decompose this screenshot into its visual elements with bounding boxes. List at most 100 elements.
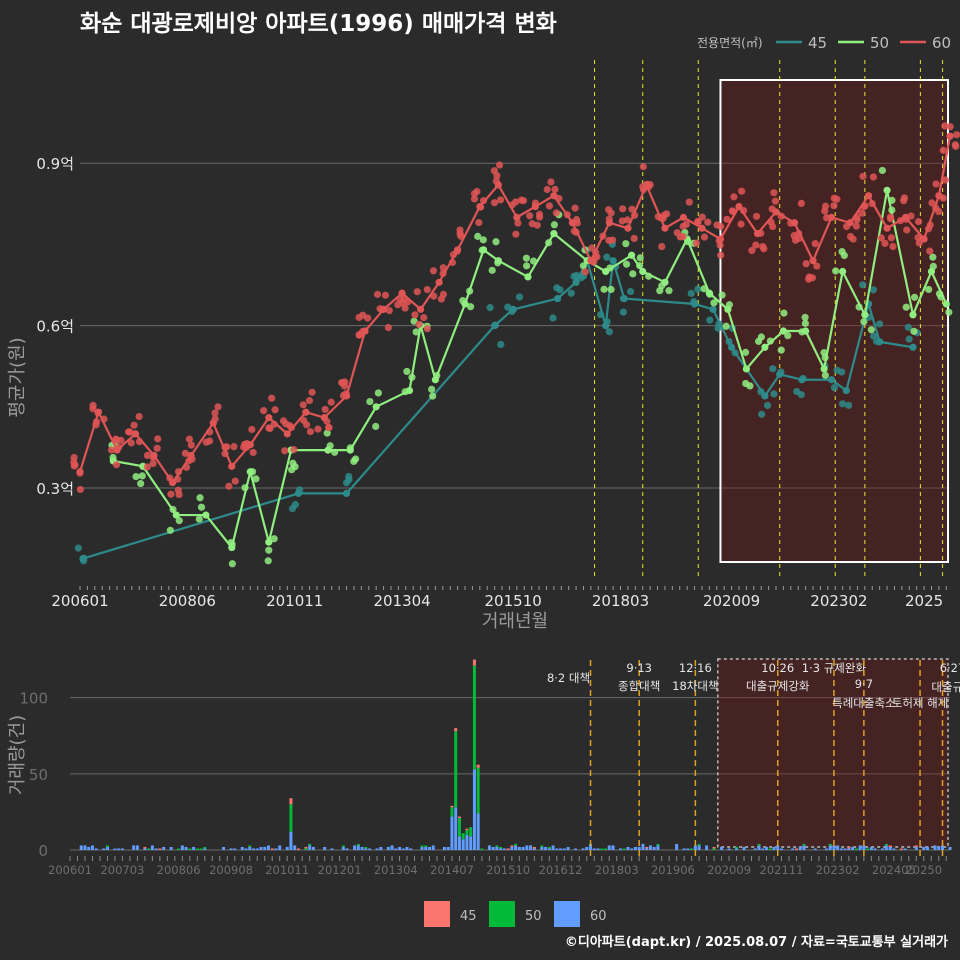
series-45-scatter-point bbox=[758, 410, 766, 418]
volume-bar-60 bbox=[401, 848, 405, 850]
bar-highlight-region bbox=[717, 658, 949, 848]
series-50-scatter-point bbox=[228, 560, 236, 568]
series-60-scatter-point bbox=[299, 401, 307, 409]
volume-bar-60 bbox=[457, 836, 461, 850]
volume-bar-45 bbox=[465, 828, 469, 831]
volume-bar-60 bbox=[761, 848, 765, 850]
series-60-scatter-point bbox=[770, 189, 778, 197]
series-50-point bbox=[372, 403, 380, 411]
series-50-scatter-point bbox=[878, 166, 887, 175]
series-50-scatter-point bbox=[289, 459, 297, 467]
volume-bar-60 bbox=[476, 813, 480, 850]
series-50-point bbox=[927, 267, 936, 276]
series-45-scatter-point bbox=[515, 293, 524, 301]
volume-bar-50 bbox=[622, 848, 626, 850]
volume-bar-60 bbox=[720, 846, 724, 850]
series-60-scatter-point bbox=[325, 423, 333, 432]
series-60-scatter-point bbox=[517, 196, 526, 204]
volume-bar-60 bbox=[398, 846, 402, 850]
series-60-scatter-point bbox=[694, 217, 702, 226]
series-60-scatter-point bbox=[886, 213, 895, 221]
series-60-point bbox=[228, 462, 236, 470]
series-45-scatter-point bbox=[904, 323, 912, 331]
series-60-point bbox=[302, 408, 310, 416]
series-60-scatter-point bbox=[174, 486, 182, 494]
series-60-scatter-point bbox=[143, 451, 152, 459]
series-50-scatter-point bbox=[742, 379, 750, 388]
series-50-scatter-point bbox=[840, 251, 848, 260]
series-60-scatter-point bbox=[797, 199, 805, 208]
series-60-scatter-point bbox=[730, 193, 738, 201]
volume-bar-60 bbox=[499, 848, 503, 850]
volume-bar-60 bbox=[948, 846, 952, 850]
series-50-scatter-point bbox=[429, 392, 437, 400]
series-60-scatter-point bbox=[364, 314, 372, 322]
series-45-scatter-point bbox=[838, 368, 846, 376]
series-50-point bbox=[942, 300, 950, 308]
policy-label-date: 6·27 bbox=[940, 661, 960, 675]
series-60-point bbox=[435, 278, 443, 286]
volume-bar-60 bbox=[386, 846, 390, 850]
series-50-scatter-point bbox=[366, 397, 374, 406]
bar-y-tick-label: 50 bbox=[29, 766, 48, 784]
series-60-scatter-point bbox=[282, 420, 290, 428]
series-60-scatter-point bbox=[717, 251, 725, 259]
volume-bar-50 bbox=[735, 846, 739, 849]
x-tick-label: 201011 bbox=[266, 592, 323, 610]
volume-bar-60 bbox=[83, 845, 87, 850]
policy-label-date: 10·26 bbox=[761, 661, 794, 675]
volume-bar-50 bbox=[690, 848, 694, 850]
volume-bar-45 bbox=[472, 659, 476, 666]
series-45-scatter-point bbox=[549, 314, 557, 322]
series-50-scatter-point bbox=[629, 270, 637, 278]
volume-bar-60 bbox=[705, 845, 709, 850]
x-tick-label: 201304 bbox=[373, 592, 430, 610]
volume-bar-60 bbox=[559, 848, 563, 850]
volume-bar-45 bbox=[847, 846, 851, 849]
series-45-scatter-point bbox=[626, 287, 635, 296]
volume-bar-50 bbox=[712, 848, 716, 850]
series-60-scatter-point bbox=[698, 213, 706, 221]
policy-label-name: 종합대책 bbox=[618, 679, 660, 693]
series-60-scatter-point bbox=[752, 241, 760, 249]
series-50-scatter-point bbox=[622, 260, 631, 268]
series-60-scatter-point bbox=[154, 435, 162, 443]
series-60-scatter-point bbox=[545, 202, 554, 210]
volume-bar-50 bbox=[364, 846, 368, 849]
series-60-scatter-point bbox=[752, 212, 761, 220]
series-60-scatter-point bbox=[682, 220, 690, 228]
volume-bar-60 bbox=[884, 845, 888, 850]
series-60-scatter-point bbox=[628, 205, 636, 213]
series-60-scatter-point bbox=[439, 264, 447, 272]
series-60-point bbox=[320, 414, 328, 422]
series-50-scatter-point bbox=[196, 494, 204, 502]
policy-label: 토허제 해제 bbox=[892, 696, 949, 710]
series-45-scatter-point bbox=[844, 401, 853, 409]
volume-bar-60 bbox=[611, 845, 615, 850]
series-50-point bbox=[909, 311, 917, 319]
volume-bar-60 bbox=[222, 846, 226, 850]
series-60-scatter-point bbox=[951, 141, 959, 149]
volume-bar-45 bbox=[645, 846, 649, 849]
volume-bar-50 bbox=[540, 845, 544, 847]
series-50-scatter-point bbox=[132, 472, 140, 481]
series-45-scatter-point bbox=[605, 328, 613, 336]
series-60-scatter-point bbox=[475, 218, 483, 227]
series-60-scatter-point bbox=[167, 490, 175, 498]
series-50-scatter-point bbox=[718, 291, 726, 299]
volume-bar-60 bbox=[697, 845, 701, 850]
volume-bar-60 bbox=[289, 831, 293, 850]
series-50-scatter-point bbox=[252, 475, 260, 483]
series-60-scatter-point bbox=[581, 268, 589, 276]
bar-x-tick-label: 201201 bbox=[318, 863, 362, 877]
series-60-scatter-point bbox=[811, 240, 819, 248]
volume-bar-50 bbox=[499, 846, 503, 849]
series-60-scatter-point bbox=[869, 173, 878, 181]
bar-y-tick-label: 100 bbox=[19, 690, 48, 708]
policy-label-date: 9·7 bbox=[855, 677, 873, 691]
volume-bar-60 bbox=[858, 845, 862, 850]
series-60-scatter-point bbox=[135, 412, 143, 421]
series-60-scatter-point bbox=[260, 407, 268, 415]
volume-bar-60 bbox=[255, 848, 259, 850]
